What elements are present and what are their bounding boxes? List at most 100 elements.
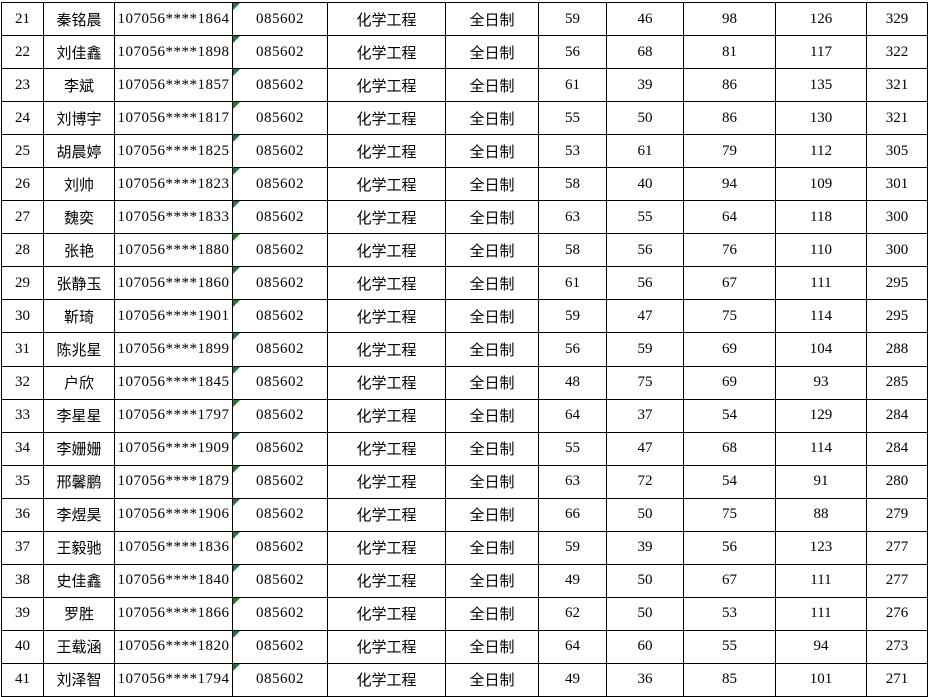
score1-cell[interactable]: 49 [539,564,607,598]
score2-cell[interactable]: 50 [607,564,684,598]
score2-cell[interactable]: 50 [607,498,684,532]
name-cell[interactable]: 王毅驰 [44,531,115,565]
major-code-cell[interactable]: 085602 [233,3,328,37]
score3-cell[interactable]: 75 [684,300,776,334]
score4-cell[interactable]: 114 [776,432,867,466]
major-name-cell[interactable]: 化学工程 [328,465,446,499]
study-mode-cell[interactable]: 全日制 [446,597,539,631]
major-code-cell[interactable]: 085602 [233,36,328,70]
score1-cell[interactable]: 63 [539,465,607,499]
score3-cell[interactable]: 69 [684,333,776,367]
row-number-cell[interactable]: 41 [2,663,44,697]
name-cell[interactable]: 陈兆星 [44,333,115,367]
score2-cell[interactable]: 50 [607,102,684,136]
study-mode-cell[interactable]: 全日制 [446,267,539,301]
candidate-id-cell[interactable]: 107056****1833 [115,201,233,235]
major-code-cell[interactable]: 085602 [233,267,328,301]
total-score-cell[interactable]: 300 [867,234,928,268]
name-cell[interactable]: 王载涵 [44,630,115,664]
total-score-cell[interactable]: 295 [867,300,928,334]
score3-cell[interactable]: 86 [684,102,776,136]
major-name-cell[interactable]: 化学工程 [328,36,446,70]
major-code-cell[interactable]: 085602 [233,432,328,466]
major-name-cell[interactable]: 化学工程 [328,498,446,532]
major-code-cell[interactable]: 085602 [233,597,328,631]
total-score-cell[interactable]: 280 [867,465,928,499]
score3-cell[interactable]: 54 [684,465,776,499]
score3-cell[interactable]: 69 [684,366,776,400]
score2-cell[interactable]: 68 [607,36,684,70]
score3-cell[interactable]: 98 [684,3,776,37]
major-name-cell[interactable]: 化学工程 [328,102,446,136]
score4-cell[interactable]: 111 [776,597,867,631]
major-name-cell[interactable]: 化学工程 [328,531,446,565]
total-score-cell[interactable]: 273 [867,630,928,664]
major-code-cell[interactable]: 085602 [233,234,328,268]
name-cell[interactable]: 李姗姗 [44,432,115,466]
score2-cell[interactable]: 39 [607,531,684,565]
total-score-cell[interactable]: 276 [867,597,928,631]
score1-cell[interactable]: 49 [539,663,607,697]
study-mode-cell[interactable]: 全日制 [446,234,539,268]
name-cell[interactable]: 秦铭晨 [44,3,115,37]
total-score-cell[interactable]: 288 [867,333,928,367]
total-score-cell[interactable]: 284 [867,432,928,466]
score2-cell[interactable]: 55 [607,201,684,235]
name-cell[interactable]: 李煜昊 [44,498,115,532]
row-number-cell[interactable]: 30 [2,300,44,334]
score3-cell[interactable]: 81 [684,36,776,70]
row-number-cell[interactable]: 37 [2,531,44,565]
name-cell[interactable]: 胡晨婷 [44,135,115,169]
name-cell[interactable]: 靳琦 [44,300,115,334]
major-code-cell[interactable]: 085602 [233,366,328,400]
score2-cell[interactable]: 47 [607,300,684,334]
score2-cell[interactable]: 72 [607,465,684,499]
major-code-cell[interactable]: 085602 [233,69,328,103]
study-mode-cell[interactable]: 全日制 [446,168,539,202]
study-mode-cell[interactable]: 全日制 [446,564,539,598]
major-name-cell[interactable]: 化学工程 [328,3,446,37]
study-mode-cell[interactable]: 全日制 [446,630,539,664]
total-score-cell[interactable]: 279 [867,498,928,532]
candidate-id-cell[interactable]: 107056****1836 [115,531,233,565]
major-name-cell[interactable]: 化学工程 [328,300,446,334]
row-number-cell[interactable]: 34 [2,432,44,466]
score1-cell[interactable]: 56 [539,333,607,367]
score1-cell[interactable]: 48 [539,366,607,400]
score1-cell[interactable]: 61 [539,69,607,103]
score3-cell[interactable]: 67 [684,564,776,598]
score4-cell[interactable]: 118 [776,201,867,235]
score2-cell[interactable]: 37 [607,399,684,433]
score1-cell[interactable]: 59 [539,3,607,37]
score2-cell[interactable]: 60 [607,630,684,664]
major-code-cell[interactable]: 085602 [233,465,328,499]
score1-cell[interactable]: 59 [539,300,607,334]
score4-cell[interactable]: 111 [776,564,867,598]
score4-cell[interactable]: 91 [776,465,867,499]
major-name-cell[interactable]: 化学工程 [328,333,446,367]
name-cell[interactable]: 罗胜 [44,597,115,631]
candidate-id-cell[interactable]: 107056****1901 [115,300,233,334]
row-number-cell[interactable]: 36 [2,498,44,532]
total-score-cell[interactable]: 301 [867,168,928,202]
row-number-cell[interactable]: 24 [2,102,44,136]
candidate-id-cell[interactable]: 107056****1898 [115,36,233,70]
score3-cell[interactable]: 67 [684,267,776,301]
name-cell[interactable]: 户欣 [44,366,115,400]
row-number-cell[interactable]: 28 [2,234,44,268]
score3-cell[interactable]: 54 [684,399,776,433]
candidate-id-cell[interactable]: 107056****1879 [115,465,233,499]
score4-cell[interactable]: 93 [776,366,867,400]
name-cell[interactable]: 刘博宇 [44,102,115,136]
row-number-cell[interactable]: 21 [2,3,44,37]
score1-cell[interactable]: 58 [539,234,607,268]
score2-cell[interactable]: 46 [607,3,684,37]
name-cell[interactable]: 李星星 [44,399,115,433]
candidate-id-cell[interactable]: 107056****1840 [115,564,233,598]
study-mode-cell[interactable]: 全日制 [446,3,539,37]
name-cell[interactable]: 李斌 [44,69,115,103]
major-name-cell[interactable]: 化学工程 [328,168,446,202]
row-number-cell[interactable]: 31 [2,333,44,367]
score4-cell[interactable]: 117 [776,36,867,70]
study-mode-cell[interactable]: 全日制 [446,399,539,433]
